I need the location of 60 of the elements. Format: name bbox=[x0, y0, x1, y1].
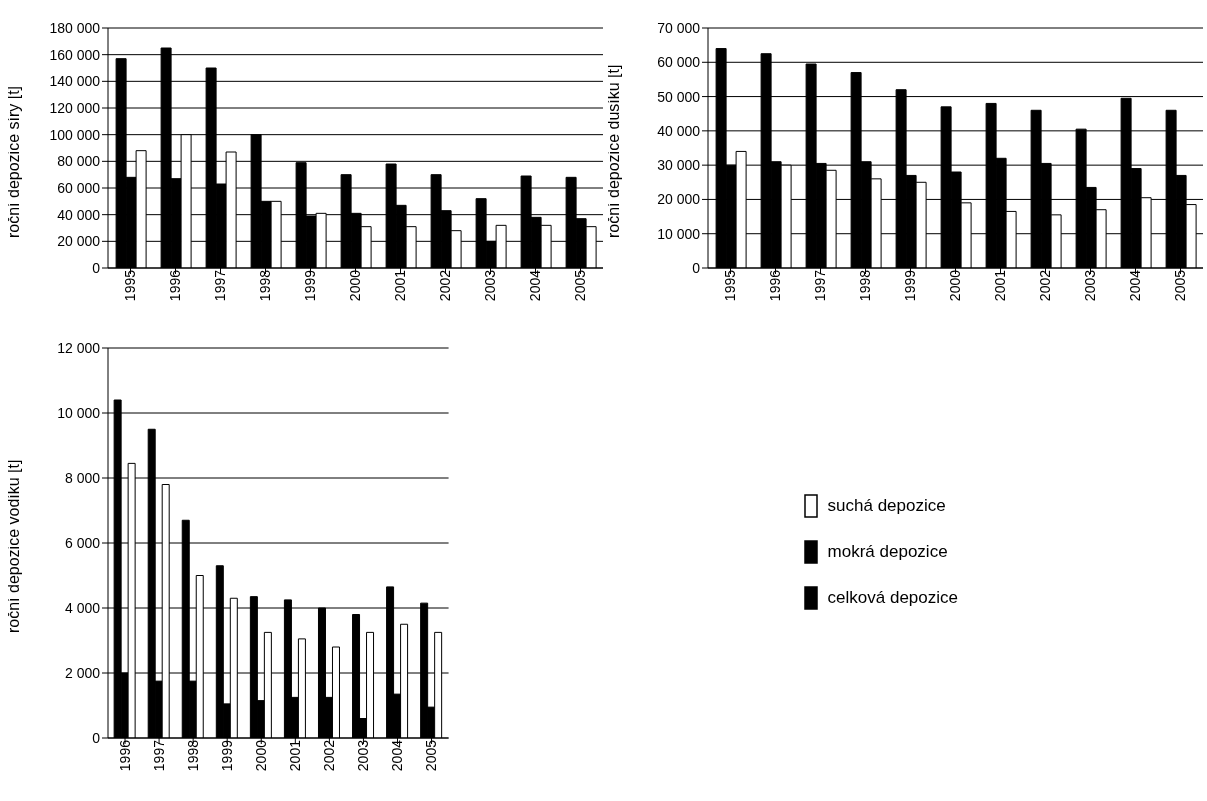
y-tick-label: 140 000 bbox=[49, 73, 101, 90]
x-tick-label: 1995 bbox=[722, 269, 739, 302]
legend-label: mokrá depozice bbox=[827, 542, 948, 562]
y-tick-label: 20 000 bbox=[657, 191, 701, 208]
y-tick-label: 10 000 bbox=[657, 225, 701, 242]
x-tick-label: 2001 bbox=[992, 269, 1009, 302]
y-tick-label: 120 000 bbox=[49, 99, 101, 116]
x-tick-label: 1997 bbox=[812, 269, 829, 302]
x-tick-label: 1997 bbox=[151, 739, 168, 772]
x-tick-label: 2004 bbox=[389, 739, 406, 772]
y-tick-label: 60 000 bbox=[657, 54, 701, 71]
legend-label: suchá depozice bbox=[827, 496, 946, 516]
x-tick-label: 2005 bbox=[572, 269, 589, 302]
y-tick-label: 0 bbox=[92, 259, 101, 276]
x-tick-label: 2004 bbox=[527, 269, 544, 302]
y-tick-label: 100 000 bbox=[49, 126, 101, 143]
x-tick-label: 1995 bbox=[122, 269, 139, 302]
x-tick-label: 2005 bbox=[1172, 269, 1189, 302]
x-tick-label: 1999 bbox=[302, 269, 319, 302]
legend-label: celková depozice bbox=[827, 588, 958, 608]
x-tick-label: 1996 bbox=[167, 269, 184, 302]
y-tick-label: 0 bbox=[692, 259, 701, 276]
y-tick-label: 8 000 bbox=[64, 469, 101, 486]
x-tick-label: 2002 bbox=[321, 739, 338, 772]
y-tick-label: 2 000 bbox=[64, 664, 101, 681]
y-tick-label: 10 000 bbox=[57, 404, 101, 421]
y-tick-label: 20 000 bbox=[57, 233, 101, 250]
x-tick-label: 1996 bbox=[116, 739, 133, 772]
x-tick-label: 2003 bbox=[1082, 269, 1099, 302]
y-tick-label: 160 000 bbox=[49, 46, 101, 63]
y-tick-label: 70 000 bbox=[657, 19, 701, 36]
x-tick-label: 2002 bbox=[437, 269, 454, 302]
y-tick-label: 40 000 bbox=[57, 206, 101, 223]
x-tick-label: 1998 bbox=[257, 269, 274, 302]
x-tick-label: 1997 bbox=[212, 269, 229, 302]
x-tick-label: 2002 bbox=[1037, 269, 1054, 302]
x-tick-label: 1999 bbox=[902, 269, 919, 302]
x-tick-label: 2000 bbox=[253, 739, 270, 772]
x-tick-label: 2004 bbox=[1127, 269, 1144, 302]
x-tick-label: 2001 bbox=[392, 269, 409, 302]
x-tick-label: 1998 bbox=[857, 269, 874, 302]
x-tick-label: 1998 bbox=[185, 739, 202, 772]
x-tick-label: 1996 bbox=[767, 269, 784, 302]
y-tick-label: 0 bbox=[92, 729, 101, 746]
y-tick-label: 4 000 bbox=[64, 599, 101, 616]
y-tick-label: 30 000 bbox=[657, 157, 701, 174]
y-tick-label: 80 000 bbox=[57, 153, 101, 170]
x-tick-label: 2005 bbox=[423, 739, 440, 772]
y-tick-label: 6 000 bbox=[64, 534, 101, 551]
x-tick-label: 2001 bbox=[287, 739, 304, 772]
x-tick-label: 2000 bbox=[347, 269, 364, 302]
y-tick-label: 180 000 bbox=[49, 19, 101, 36]
x-tick-label: 1999 bbox=[219, 739, 236, 772]
x-tick-label: 2003 bbox=[355, 739, 372, 772]
x-tick-label: 2000 bbox=[947, 269, 964, 302]
y-tick-label: 12 000 bbox=[57, 339, 101, 356]
y-tick-label: 60 000 bbox=[57, 179, 101, 196]
y-tick-label: 40 000 bbox=[657, 122, 701, 139]
y-tick-label: 50 000 bbox=[657, 88, 701, 105]
x-tick-label: 2003 bbox=[482, 269, 499, 302]
